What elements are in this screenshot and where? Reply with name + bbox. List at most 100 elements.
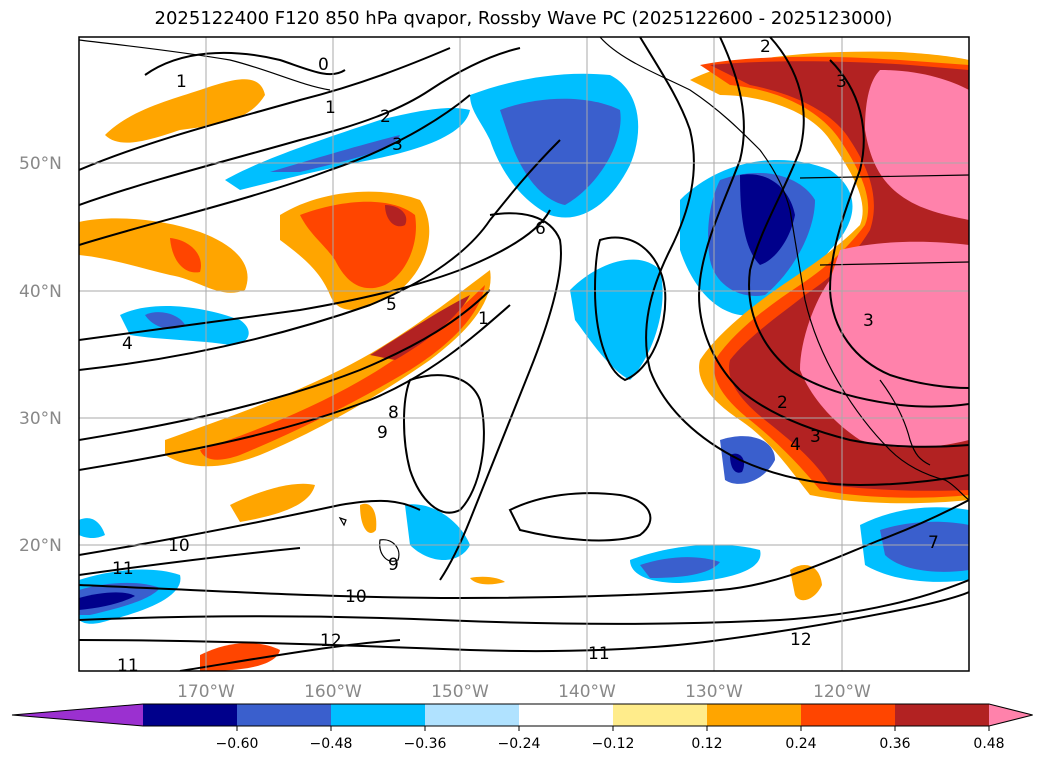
coastlines: [79, 37, 969, 562]
fill-orange-band: [165, 270, 491, 467]
contour-label: 3: [392, 135, 403, 155]
contour-label: 6: [535, 219, 546, 239]
fill-blue-c: [570, 259, 663, 380]
latitude-labels: 50°N 40°N 30°N 20°N: [19, 154, 62, 556]
contour-9: [79, 304, 511, 471]
contour-label: 7: [928, 533, 939, 553]
colorbar-swatch: [519, 704, 614, 726]
colorbar-tick-label: 0.12: [691, 736, 722, 752]
colorbar-tick-label: −0.48: [310, 736, 353, 752]
fill-red-w: [170, 238, 201, 273]
contour-label: 11: [588, 644, 610, 664]
lon-label-120w: 120°W: [813, 682, 871, 702]
contour-12: [79, 579, 969, 625]
contour-2: [79, 47, 521, 206]
fill-dblue-far-e: [880, 521, 969, 572]
colorbar-tick-label: −0.36: [404, 736, 447, 752]
contour-label: 4: [122, 334, 133, 354]
graticule: [79, 37, 969, 671]
fill-blue-s: [405, 504, 470, 560]
coastline-alaska: [79, 39, 331, 91]
contour-8: [79, 289, 491, 441]
fill-navy-ce: [740, 174, 795, 265]
contour-label: 3: [836, 72, 847, 92]
colorbar-swatch: [707, 704, 802, 726]
canada-border: [799, 174, 969, 179]
colorbar-tick-label: 0.48: [973, 736, 1004, 752]
contour-label: 10: [168, 536, 190, 556]
contour-label: 12: [790, 630, 812, 650]
contour-c-loop: [593, 236, 667, 382]
fill-orange-sw: [230, 483, 315, 522]
colorbar-outline: [11, 703, 1033, 727]
contour-label: 4: [790, 435, 801, 455]
contour-label: 9: [388, 555, 399, 575]
coastline-baja: [879, 379, 931, 466]
contour-e3: [748, 37, 969, 408]
contour-labels: 0 1 1 2 2 3 3 4 4 5 6 7 8 9 9 10 10 11 1…: [112, 37, 939, 676]
fill-orange-w: [79, 218, 248, 293]
colorbar-extend-right: [989, 704, 1033, 726]
contour-label: 11: [117, 656, 139, 676]
fill-orange-nw: [105, 79, 265, 143]
contour-label: 5: [386, 295, 397, 315]
map-content: 0 1 1 2 2 3 3 4 4 5 6 7 8 9 9 10 10 11 1…: [79, 37, 969, 676]
hawaii-big: [379, 539, 400, 562]
colorbar-swatch: [895, 704, 990, 726]
lon-label-130w: 130°W: [685, 682, 743, 702]
lat-label-20n: 20°N: [19, 536, 62, 556]
contour-0: [144, 51, 346, 76]
lon-label-150w: 150°W: [431, 682, 489, 702]
colorbar-tick-label: −0.12: [592, 736, 635, 752]
contour-e2: [698, 37, 969, 448]
fill-orange-small2: [790, 565, 822, 601]
contour-1: [79, 47, 451, 171]
lon-label-140w: 140°W: [558, 682, 616, 702]
fill-dblue-s2: [640, 557, 720, 578]
contour-4: [79, 209, 551, 341]
fill-dblue-ne: [500, 98, 621, 205]
hawaii-small: [338, 516, 347, 527]
colorbar-swatch: [425, 704, 520, 726]
contour-label: 0: [318, 55, 329, 75]
chart-title: 2025122400 F120 850 hPa qvapor, Rossby W…: [154, 8, 893, 29]
fill-orange-small1: [360, 503, 377, 533]
contour-5: [79, 139, 561, 371]
colorbar-extend-left: [12, 704, 143, 726]
colorbar-tick-label: 0.36: [879, 736, 910, 752]
contour-e4: [828, 59, 969, 389]
fill-blue-sw: [79, 518, 105, 539]
fill-dblue-w: [145, 312, 185, 329]
lat-label-40n: 40°N: [19, 282, 62, 302]
fill-blue-se: [720, 436, 775, 484]
fill-navy-se: [730, 453, 745, 473]
contour-label: 1: [325, 98, 336, 118]
colorbar-tick-label: −0.60: [216, 736, 259, 752]
map-border: [78, 36, 970, 672]
contour-label: 1: [478, 309, 489, 329]
contour-label: 2: [380, 107, 391, 127]
fill-dred-c1: [385, 205, 407, 227]
lat-label-30n: 30°N: [19, 409, 62, 429]
contour-e1: [639, 37, 969, 487]
contour-3: [79, 94, 471, 246]
contour-6: [439, 212, 562, 581]
fill-red-c1: [300, 201, 416, 289]
contour-label: 10: [345, 587, 367, 607]
lon-label-170w: 170°W: [177, 682, 235, 702]
colorbar: −0.60 −0.48 −0.36 −0.24 −0.12 0.12 0.24 0.36 0.4…: [11, 703, 1033, 752]
contour-10b: [79, 499, 969, 600]
contour-label: 1: [176, 72, 187, 92]
contour-s1: [508, 492, 652, 542]
contour-label: 8: [388, 403, 399, 423]
colorbar-tick-label: 0.24: [785, 736, 816, 752]
colorbar-swatch: [613, 704, 708, 726]
contour-label: 3: [810, 427, 821, 447]
fill-pink-ne: [865, 70, 969, 220]
fill-dred-band: [370, 295, 470, 360]
lon-label-160w: 160°W: [304, 682, 362, 702]
colorbar-swatch: [143, 704, 238, 726]
contour-label: 2: [777, 393, 788, 413]
lat-label-50n: 50°N: [19, 154, 62, 174]
